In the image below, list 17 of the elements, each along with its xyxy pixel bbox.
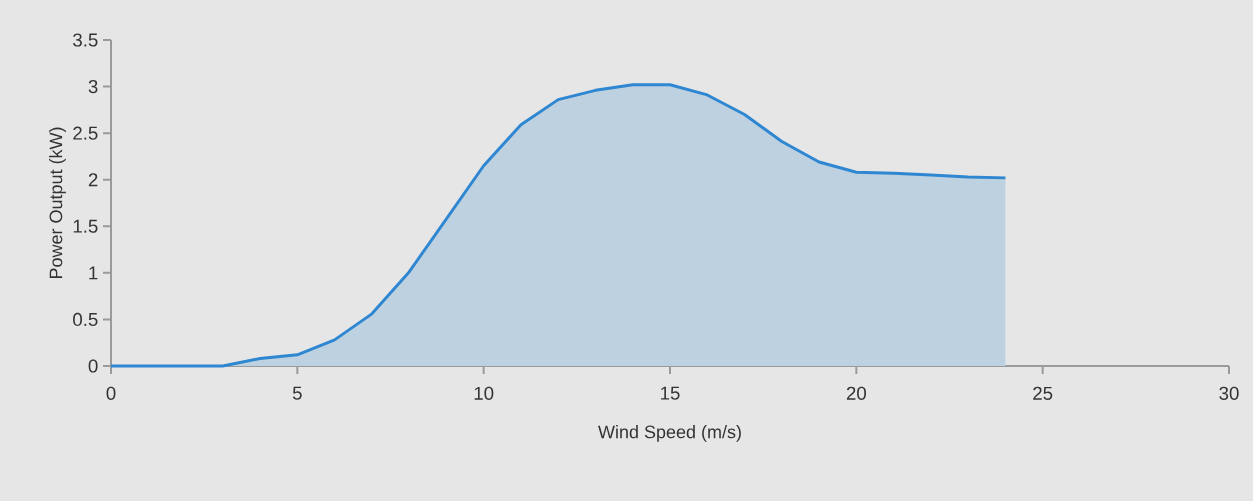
x-tick-label: 30 <box>1219 386 1239 400</box>
y-tick-label: 0.5 <box>73 312 98 327</box>
y-tick-label: 1.5 <box>73 219 98 233</box>
y-tick-label: 3.5 <box>73 33 98 47</box>
x-tick-label: 25 <box>1033 386 1053 400</box>
x-tick-label: 10 <box>474 386 494 400</box>
y-tick-label: 3 <box>88 79 98 94</box>
x-tick-label: 20 <box>846 386 866 400</box>
x-tick-label: 15 <box>661 386 680 400</box>
y-tick-label: 0 <box>88 359 98 373</box>
y-tick-label: 2 <box>88 173 98 187</box>
x-tick-label: 0 <box>106 386 116 400</box>
x-axis-title: Wind Speed (m/s) <box>598 425 741 442</box>
x-tick-label: 5 <box>292 386 302 400</box>
y-axis-title: Power Output (kW) <box>49 127 66 279</box>
y-tick-label: 1 <box>89 266 98 280</box>
y-tick-label: 2.5 <box>73 126 98 140</box>
